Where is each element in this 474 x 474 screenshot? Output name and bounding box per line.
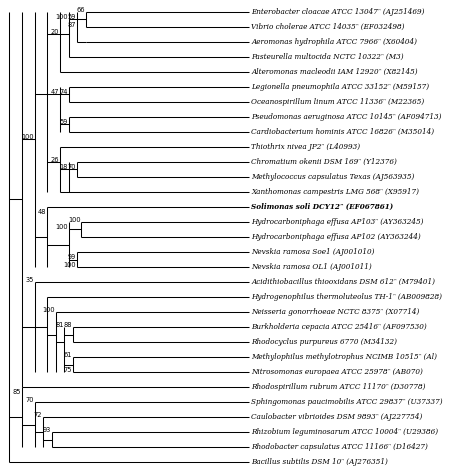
Text: 87: 87 (68, 21, 76, 27)
Text: Burkholderia cepacia ATCC 25416ᵔ (AF097530): Burkholderia cepacia ATCC 25416ᵔ (AF0975… (251, 323, 427, 331)
Text: 93: 93 (43, 427, 51, 433)
Text: Nevskia ramosa OL1 (AJ001011): Nevskia ramosa OL1 (AJ001011) (251, 263, 372, 271)
Text: 18: 18 (59, 164, 68, 170)
Text: Solimonas soli DCY12ᵔ (EF067861): Solimonas soli DCY12ᵔ (EF067861) (251, 203, 393, 211)
Text: 100: 100 (64, 262, 76, 268)
Text: Rhizobium leguminosarum ATCC 10004ᵔ (U29386): Rhizobium leguminosarum ATCC 10004ᵔ (U29… (251, 428, 438, 436)
Text: Hydrocarboniphaga effusa AP102 (AY363244): Hydrocarboniphaga effusa AP102 (AY363244… (251, 233, 421, 241)
Text: Nitrosomonas europaea ATCC 25978ᵔ (AB070): Nitrosomonas europaea ATCC 25978ᵔ (AB070… (251, 368, 423, 376)
Text: Pasteurella multocida NCTC 10322ᵔ (M3): Pasteurella multocida NCTC 10322ᵔ (M3) (251, 53, 404, 61)
Text: 66: 66 (76, 7, 85, 12)
Text: 70: 70 (25, 397, 34, 403)
Text: Hydrocarboniphaga effusa AP103ᵔ (AY363245): Hydrocarboniphaga effusa AP103ᵔ (AY36324… (251, 218, 424, 226)
Text: Sphingomonas paucimobilis ATCC 29837ᵔ (U37337): Sphingomonas paucimobilis ATCC 29837ᵔ (U… (251, 398, 443, 406)
Text: 70: 70 (68, 164, 76, 170)
Text: Neisseria gonorrhoeae NCTC 8375ᵔ (X07714): Neisseria gonorrhoeae NCTC 8375ᵔ (X07714… (251, 308, 420, 316)
Text: 88: 88 (64, 322, 72, 328)
Text: Rhodocyclus purpureus 6770 (M34132): Rhodocyclus purpureus 6770 (M34132) (251, 338, 397, 346)
Text: Hydrogenophilus thermoluteolus TH-1ᵔ (AB009828): Hydrogenophilus thermoluteolus TH-1ᵔ (AB… (251, 293, 442, 301)
Text: 47: 47 (51, 89, 59, 95)
Text: 85: 85 (12, 390, 21, 395)
Text: Xanthomonas campestris LMG 568ᵔ (X95917): Xanthomonas campestris LMG 568ᵔ (X95917) (251, 188, 419, 196)
Text: 75: 75 (64, 367, 72, 373)
Text: Vibrio cholerae ATCC 14035ᵔ (EF032498): Vibrio cholerae ATCC 14035ᵔ (EF032498) (251, 23, 405, 31)
Text: 100: 100 (55, 224, 68, 230)
Text: Thiothrix nivea JP2ᵔ (L40993): Thiothrix nivea JP2ᵔ (L40993) (251, 143, 361, 151)
Text: Bacillus subtilis DSM 10ᵔ (AJ276351): Bacillus subtilis DSM 10ᵔ (AJ276351) (251, 458, 388, 466)
Text: 61: 61 (64, 352, 72, 358)
Text: Enterobacter cloacae ATCC 13047ᵔ (AJ251469): Enterobacter cloacae ATCC 13047ᵔ (AJ2514… (251, 8, 425, 16)
Text: Methylophilus methylotrophus NCIMB 10515ᵔ (Al): Methylophilus methylotrophus NCIMB 10515… (251, 353, 438, 361)
Text: Acidithiobacillus thiooxidans DSM 612ᵔ (M79401): Acidithiobacillus thiooxidans DSM 612ᵔ (… (251, 278, 436, 286)
Text: Pseudomonas aeruginosa ATCC 10145ᵔ (AF094713): Pseudomonas aeruginosa ATCC 10145ᵔ (AF09… (251, 113, 442, 121)
Text: Aeromonas hydrophila ATCC 7966ᵔ (X60404): Aeromonas hydrophila ATCC 7966ᵔ (X60404) (251, 38, 418, 46)
Text: Rhodobacter capsulatus ATCC 11166ᵔ (D16427): Rhodobacter capsulatus ATCC 11166ᵔ (D164… (251, 443, 428, 451)
Text: 26: 26 (51, 157, 59, 163)
Text: Legionella pneumophila ATCC 33152ᵔ (M59157): Legionella pneumophila ATCC 33152ᵔ (M591… (251, 83, 429, 91)
Text: 100: 100 (68, 217, 81, 223)
Text: 100: 100 (21, 134, 34, 140)
Text: Cardiobacterium hominis ATCC 16826ᵔ (M35014): Cardiobacterium hominis ATCC 16826ᵔ (M35… (251, 128, 435, 136)
Text: 59: 59 (68, 14, 76, 20)
Text: Chromatium okenii DSM 169ᵔ (Y12376): Chromatium okenii DSM 169ᵔ (Y12376) (251, 158, 397, 166)
Text: 48: 48 (38, 209, 46, 215)
Text: 35: 35 (26, 277, 34, 283)
Text: Methylococcus capsulatus Texas (AJ563935): Methylococcus capsulatus Texas (AJ563935… (251, 173, 415, 181)
Text: 74: 74 (59, 89, 68, 95)
Text: 100: 100 (43, 307, 55, 313)
Text: Nevskia ramosa Soe1 (AJ001010): Nevskia ramosa Soe1 (AJ001010) (251, 248, 375, 256)
Text: Rhodospirillum rubrum ATCC 11170ᵔ (D30778): Rhodospirillum rubrum ATCC 11170ᵔ (D3077… (251, 383, 426, 391)
Text: 72: 72 (34, 412, 42, 418)
Text: 20: 20 (51, 29, 59, 35)
Text: 99: 99 (68, 254, 76, 260)
Text: Alteromonas macleodii IAM 12920ᵔ (X82145): Alteromonas macleodii IAM 12920ᵔ (X82145… (251, 68, 418, 76)
Text: 100: 100 (55, 14, 68, 20)
Text: Caulobacter vibrioides DSM 9893ᵔ (AJ227754): Caulobacter vibrioides DSM 9893ᵔ (AJ2277… (251, 413, 423, 421)
Text: Oceanospirillum linum ATCC 11336ᵔ (M22365): Oceanospirillum linum ATCC 11336ᵔ (M2236… (251, 98, 425, 106)
Text: 59: 59 (59, 119, 68, 125)
Text: 81: 81 (55, 322, 64, 328)
